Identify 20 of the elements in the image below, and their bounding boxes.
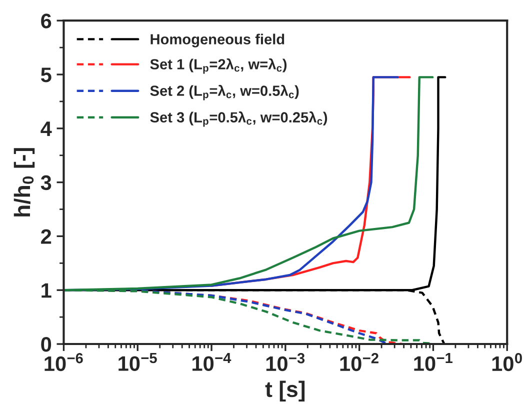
x-tick-label: 10$^{−3}$ bbox=[266, 353, 305, 372]
y-tick-label: 0 bbox=[41, 337, 52, 352]
y-tick-label: 4 bbox=[40, 122, 52, 136]
y-axis-title: h/h$_{0}$ [-] bbox=[14, 148, 35, 216]
x-tick-label: 10$^{−4}$ bbox=[192, 353, 232, 371]
x-tick-label: 10$^{−6}$ bbox=[44, 353, 83, 372]
y-tick-label: 2 bbox=[41, 229, 52, 244]
x-tick-label: 10$^{−1}$ bbox=[414, 353, 452, 371]
x-tick-label: 10$^{0}$ bbox=[492, 353, 522, 372]
y-tick-label: 6 bbox=[41, 14, 52, 28]
x-tick-label: 10$^{−5}$ bbox=[118, 353, 157, 371]
y-tick-label: 3 bbox=[40, 175, 52, 190]
y-tick-label: 1 bbox=[42, 283, 52, 298]
x-tick-label: 10$^{−2}$ bbox=[340, 353, 378, 372]
legend-label: Homogeneous field bbox=[150, 34, 284, 48]
legend-label: Set 3 (L$_{p}$=0.5λ$_{c}$, w=0.25λ$_{c}$) bbox=[150, 111, 328, 127]
legend-label: Set 1 (L$_{p}$=2λ$_{c}$, w=λ$_{c}$) bbox=[150, 58, 287, 74]
x-axis-title: t [s] bbox=[265, 380, 305, 402]
y-tick-label: 5 bbox=[40, 68, 52, 82]
legend-label: Set 2 (L$_{p}$=λ$_{c}$, w=0.5λ$_{c}$) bbox=[150, 84, 299, 100]
